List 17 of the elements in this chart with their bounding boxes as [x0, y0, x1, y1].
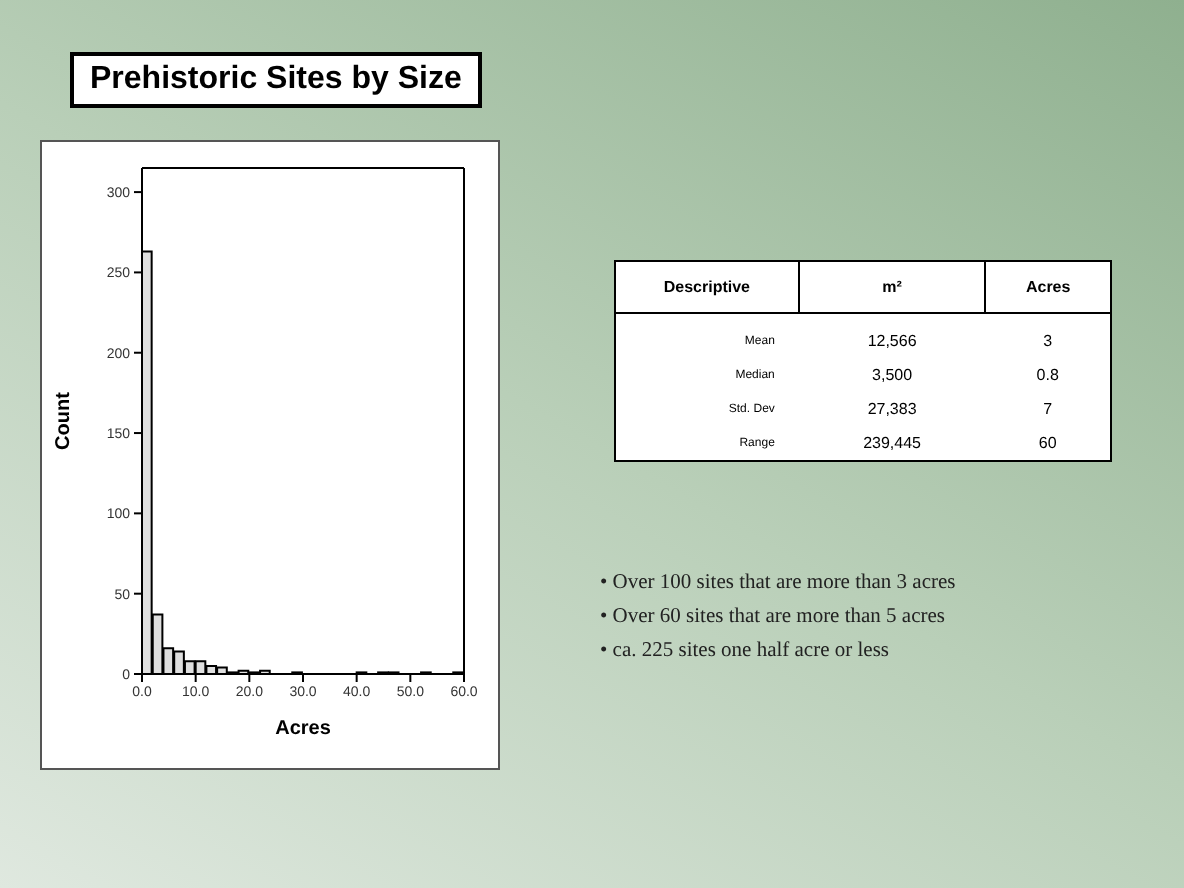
text: 0.8 [1034, 364, 1061, 388]
text: 239,445 [861, 432, 923, 456]
text: • Over 60 sites that are more than 5 acres [600, 606, 947, 628]
text: 27,383 [865, 398, 919, 422]
text: 60 [1036, 432, 1059, 456]
text: 12,566 [865, 330, 919, 354]
text: 7 [1041, 398, 1055, 422]
chart-title: Prehistoric Sites by Size [70, 52, 482, 108]
text: 3 [1041, 330, 1055, 354]
category-label: m² [798, 261, 986, 313]
category-label: Acres [985, 261, 1111, 313]
text: • ca. 225 sites one half acre or less [600, 640, 891, 662]
x-axis-title: Acres [275, 718, 332, 740]
text: • Over 100 sites that are more than 3 acres [600, 572, 956, 594]
text: 3,500 [870, 364, 915, 388]
y-axis-title: Count [53, 390, 76, 450]
category-label: Descriptive [615, 261, 799, 313]
